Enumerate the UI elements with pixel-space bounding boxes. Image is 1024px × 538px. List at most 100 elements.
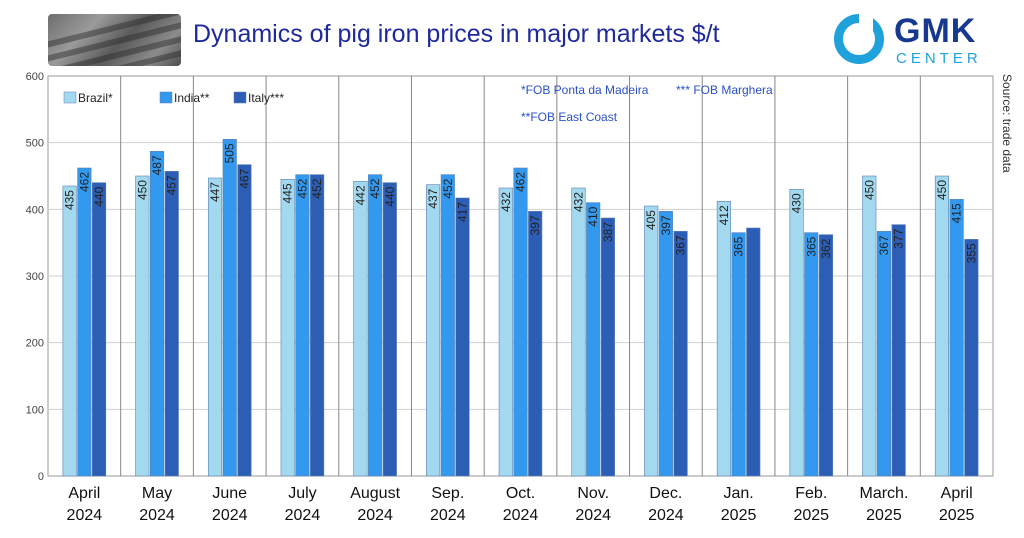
footnote: *** FOB Marghera	[676, 83, 773, 97]
data-label: 365	[804, 236, 818, 256]
legend-label: Italy***	[248, 91, 284, 105]
data-label: 437	[426, 188, 440, 208]
x-tick-label: 2024	[648, 507, 684, 524]
y-tick-label: 500	[26, 138, 44, 150]
bar-india	[368, 174, 383, 477]
data-label: 432	[571, 192, 585, 212]
bar-italy	[455, 197, 470, 477]
x-tick-label: Dec.	[649, 485, 682, 502]
data-label: 377	[892, 228, 906, 248]
bar-india	[586, 202, 601, 477]
x-tick-label: 2024	[139, 507, 175, 524]
x-tick-label: Feb.	[795, 485, 827, 502]
x-tick-label: Nov.	[577, 485, 609, 502]
x-tick-label: July	[288, 485, 316, 502]
y-tick-label: 300	[26, 271, 44, 283]
x-tick-label: April	[941, 485, 973, 502]
footnote: *FOB Ponta da Madeira	[521, 83, 649, 97]
data-label: 415	[950, 203, 964, 223]
x-tick-label: 2025	[939, 507, 975, 524]
bar-brazil	[789, 189, 804, 477]
data-label: 397	[528, 215, 542, 235]
x-tick-label: August	[350, 485, 400, 502]
data-label: 445	[281, 183, 295, 203]
data-label: 405	[644, 210, 658, 230]
bar-india	[222, 139, 237, 477]
data-label: 462	[514, 172, 528, 192]
x-tick-label: Jan.	[723, 485, 753, 502]
data-label: 450	[135, 180, 149, 200]
data-label: 430	[790, 193, 804, 213]
bar-italy	[891, 224, 906, 477]
bar-india	[295, 174, 310, 477]
bar-italy	[382, 182, 397, 477]
bar-brazil	[644, 205, 659, 477]
data-label: 417	[456, 202, 470, 222]
x-tick-label: May	[142, 485, 172, 502]
data-label: 387	[601, 222, 615, 242]
x-tick-label: 2025	[866, 507, 902, 524]
legend-label: Brazil*	[78, 91, 113, 105]
y-tick-label: 400	[26, 204, 44, 216]
data-label: 440	[92, 186, 106, 206]
bar-brazil	[934, 175, 950, 477]
legend-swatch	[233, 91, 247, 104]
x-tick-label: April	[68, 485, 100, 502]
x-tick-label: 2025	[721, 507, 757, 524]
legend-label: India**	[174, 91, 210, 105]
bar-brazil	[353, 181, 368, 477]
x-tick-label: 2024	[285, 507, 321, 524]
x-tick-label: Sep.	[431, 485, 464, 502]
data-label: 432	[499, 192, 513, 212]
bar-brazil	[207, 177, 223, 477]
logo-sub-text: CENTER	[896, 50, 982, 67]
data-label: 450	[935, 180, 949, 200]
x-tick-label: 2024	[430, 507, 466, 524]
pig-iron-photo	[48, 14, 181, 66]
x-tick-label: June	[212, 485, 247, 502]
bar-italy	[673, 231, 688, 477]
footnote: **FOB East Coast	[521, 110, 618, 124]
bar-india	[149, 151, 165, 477]
gmk-center-logo: GMK CENTER	[832, 12, 1012, 70]
x-tick-label: 2025	[793, 507, 829, 524]
bar-italy	[818, 234, 834, 477]
data-label: 367	[877, 235, 891, 255]
x-tick-label: Oct.	[506, 485, 535, 502]
data-label: 462	[77, 172, 91, 192]
bar-italy	[600, 217, 615, 477]
bar-italy	[964, 239, 979, 477]
data-label: 457	[165, 175, 179, 195]
data-label: 365	[732, 236, 746, 256]
data-label: 450	[862, 180, 876, 200]
bar-india	[440, 174, 455, 477]
chart-title: Dynamics of pig iron prices in major mar…	[193, 20, 720, 48]
bar-italy	[91, 182, 107, 477]
logo-main-text: GMK	[894, 12, 977, 50]
x-tick-label: 2024	[357, 507, 393, 524]
data-label: 467	[237, 168, 251, 188]
bar-brazil	[135, 175, 150, 477]
data-label: 362	[819, 238, 833, 258]
bar-italy	[237, 164, 252, 477]
data-label: 442	[353, 185, 367, 205]
bar-india	[949, 199, 964, 477]
data-label: 367	[674, 235, 688, 255]
bar-india	[658, 211, 673, 477]
bar-india	[804, 232, 819, 477]
bar-italy	[746, 227, 761, 477]
legend-swatch	[159, 91, 173, 104]
data-label: 452	[310, 178, 324, 198]
data-label: 435	[63, 190, 77, 210]
x-tick-label: 2024	[503, 507, 539, 524]
data-label: 355	[964, 243, 978, 263]
source-note: Source: trade data	[1000, 74, 1014, 173]
data-label: 452	[441, 178, 455, 198]
data-label: 397	[659, 215, 673, 235]
data-label: 452	[295, 178, 309, 198]
bar-italy	[310, 174, 325, 477]
bar-brazil	[426, 184, 441, 477]
y-tick-label: 600	[26, 71, 44, 83]
